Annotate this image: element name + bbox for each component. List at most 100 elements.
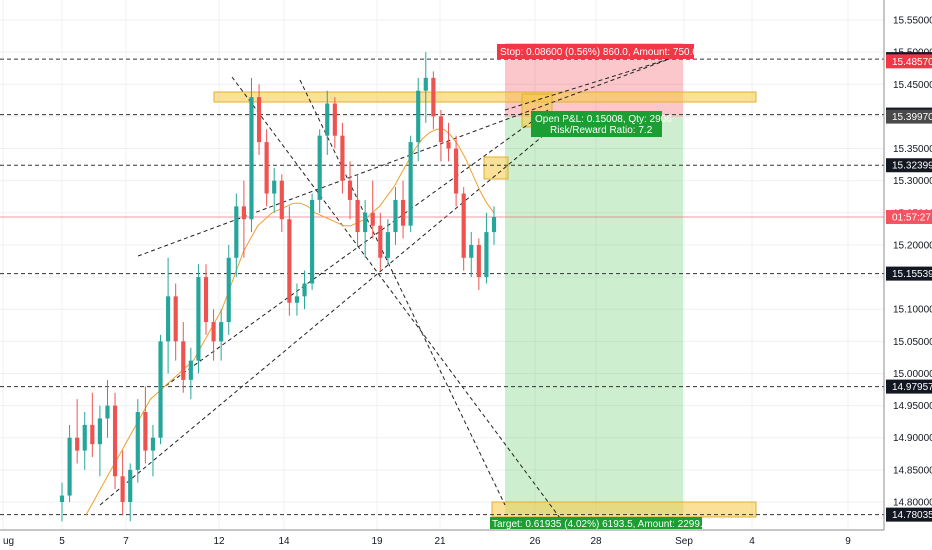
candle-body [120, 476, 125, 502]
candle-body [310, 199, 315, 284]
y-tick-label: 15.35000 [893, 144, 932, 155]
candle-body [416, 90, 421, 143]
candle-body [211, 322, 216, 342]
x-tick-label: 21 [434, 536, 446, 547]
candle-body [400, 199, 406, 226]
x-tick-label: 28 [590, 536, 602, 547]
horizontal-levels [0, 58, 884, 516]
trendline-channel-top [137, 57, 673, 257]
candlestick-series [59, 52, 497, 522]
candle-body [219, 322, 224, 342]
candle-body [90, 424, 95, 445]
candle-body [256, 97, 262, 143]
candle-body [393, 199, 398, 233]
candle-body [264, 142, 269, 194]
resistance-zone-box [213, 91, 757, 103]
y-tick-label: 14.90000 [893, 433, 932, 444]
level-price-tag [886, 158, 932, 173]
target-label-box: Target: 0.61935 (4.02%) 6193.5, Amount: … [490, 517, 714, 530]
candle-body [461, 193, 466, 258]
candle-body [317, 135, 322, 200]
level-price-tag [886, 379, 932, 394]
risk-reward-label: Risk/Reward Ratio: 7.2 [550, 125, 653, 136]
price-tag-label: 15.48570 [892, 57, 932, 68]
x-tick-label: 26 [529, 536, 541, 547]
y-tick-label: 15.00000 [893, 369, 932, 380]
level-price-tag-label: 14.97957 [892, 382, 932, 393]
trendline-stop-ray [504, 57, 673, 111]
candle-body [82, 424, 87, 451]
candle-body [370, 212, 375, 226]
candle-body [385, 232, 390, 258]
candle-body [363, 212, 368, 233]
candle-body [469, 244, 474, 258]
candle-body [484, 232, 489, 278]
candle-body [181, 341, 186, 380]
candle-body [105, 405, 110, 419]
candle-body [67, 437, 72, 496]
price-tag [886, 54, 932, 69]
candle-body [438, 116, 444, 143]
y-tick-label: 15.20000 [893, 240, 932, 251]
moving-average-line [85, 128, 495, 516]
candle-body [347, 180, 353, 200]
candle-body [135, 412, 140, 470]
candle-body [325, 103, 330, 136]
candle-body [302, 283, 307, 297]
candle-body [340, 135, 345, 181]
price-tags: 15.4891415.4028015.3239915.1553914.97957… [886, 52, 932, 522]
candle-body [75, 437, 80, 451]
y-tick-label: 15.55000 [893, 16, 932, 27]
x-tick-label: 4 [749, 536, 755, 547]
y-tick-label: 14.80000 [893, 498, 932, 509]
candle-body [188, 360, 193, 380]
x-axis-ticks: ug 5 7 12 14 19 21 26 28 Sep 4 9 [3, 536, 851, 547]
y-tick-label: 14.95000 [893, 401, 932, 412]
candle-body [59, 495, 65, 502]
candle-body [241, 206, 246, 220]
candle-body [272, 180, 277, 194]
x-tick-label: 7 [123, 536, 129, 547]
trendline-falling-2 [299, 79, 506, 506]
level-price-tag [886, 266, 932, 281]
candle-body [491, 216, 497, 233]
y-tick-label: 14.85000 [893, 465, 932, 476]
price-tag-label: 15.39970 [892, 112, 932, 123]
x-tick-label: 5 [59, 536, 65, 547]
x-tick-label: ug [3, 536, 14, 547]
trend-lines [99, 57, 673, 519]
x-tick-label: 14 [278, 536, 290, 547]
candle-body [158, 341, 163, 438]
candle-body [234, 206, 239, 258]
candle-body [423, 77, 428, 91]
candle-body [166, 296, 171, 342]
price-tag-label: 01:57:27 [892, 212, 931, 223]
candle-body [355, 199, 360, 233]
candle-body [196, 277, 201, 361]
candle-body [279, 180, 284, 220]
level-price-tag-label: 15.15539 [892, 269, 932, 280]
price-tag [886, 209, 932, 224]
y-tick-label: 15.30000 [893, 176, 932, 187]
level-price-tag-label: 15.32399 [892, 161, 932, 172]
x-tick-label: 12 [213, 536, 225, 547]
retest-box-2 [483, 156, 509, 180]
support-resistance-boxes [213, 91, 757, 518]
candle-body [249, 97, 254, 220]
candle-body [112, 405, 118, 477]
chart-grid [0, 0, 884, 530]
candle-body [476, 244, 481, 278]
candle-body [431, 77, 436, 117]
candle-body [143, 412, 148, 451]
stop-label: Stop: 0.08600 (0.56%) 860.0, Amount: 750… [500, 47, 704, 58]
y-tick-label: 15.45000 [893, 80, 932, 91]
x-tick-label: Sep [675, 536, 693, 547]
candle-body [446, 142, 451, 149]
candle-body [150, 437, 156, 451]
y-tick-label: 15.05000 [893, 337, 932, 348]
candle-body [294, 296, 300, 303]
stop-label-box: Stop: 0.08600 (0.56%) 860.0, Amount: 750… [497, 44, 704, 59]
candle-body [173, 296, 178, 342]
x-tick-label: 9 [845, 536, 851, 547]
